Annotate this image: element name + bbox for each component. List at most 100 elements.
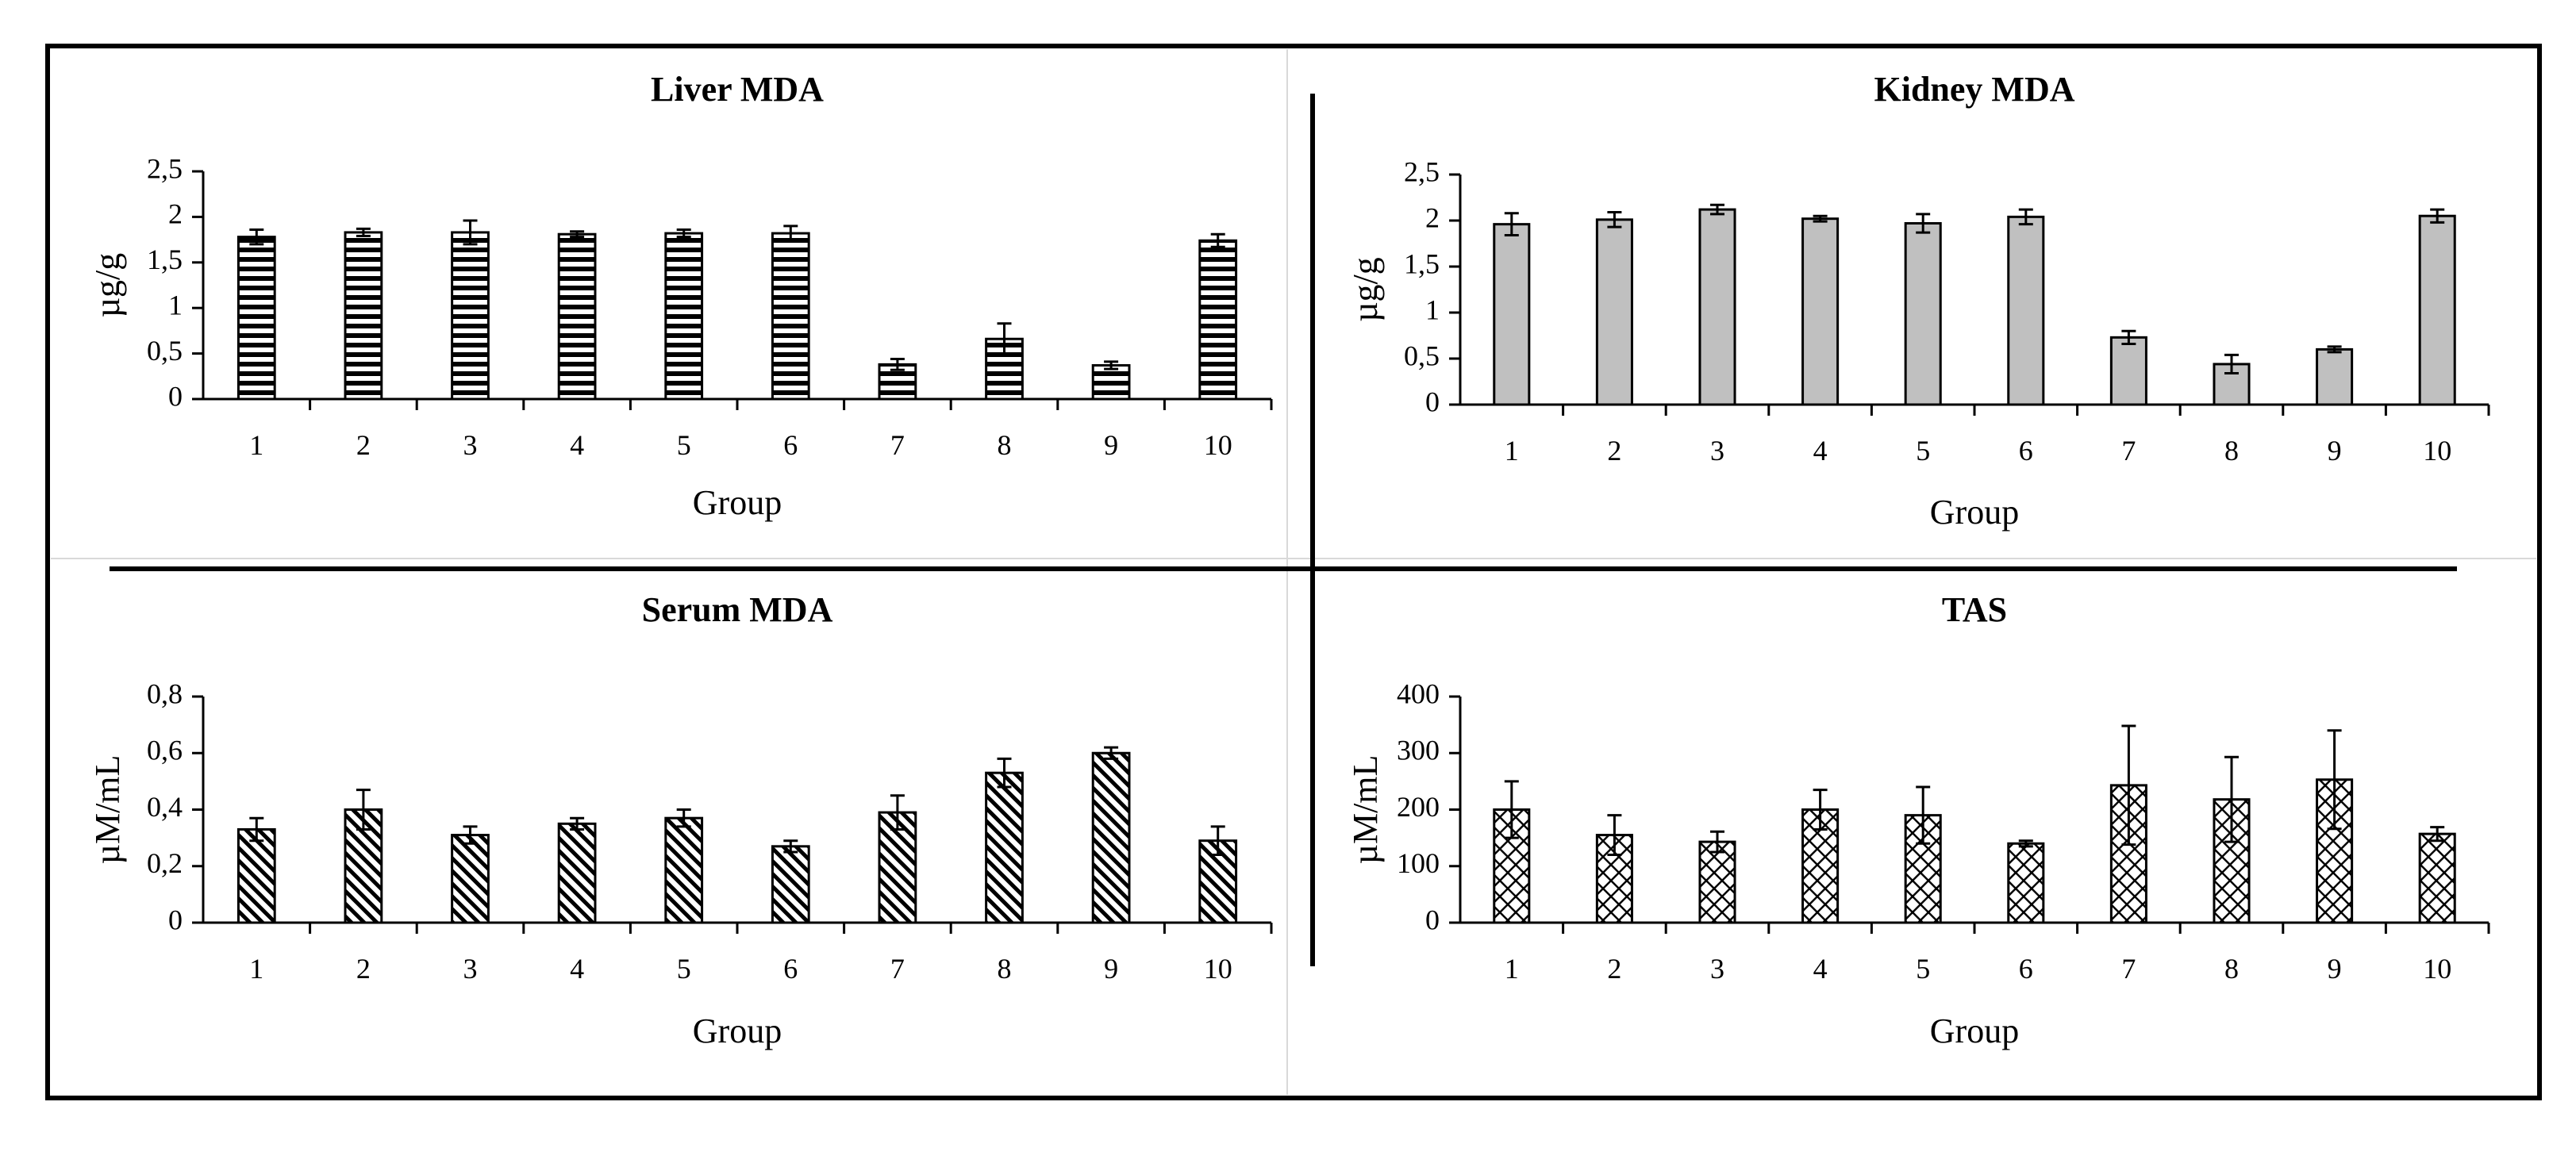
x-tick-label: 7 xyxy=(2121,435,2136,466)
error-bar xyxy=(356,227,371,238)
bar xyxy=(1091,751,1131,924)
error-bar xyxy=(1210,825,1225,856)
error-bar xyxy=(2224,755,2239,843)
error-bar xyxy=(1710,203,1724,216)
chart-serum-mda: Serum MDA Group µM/mL 0 0,2 0,4 0,6 0,8 1 2 3 4 5… xyxy=(88,590,1273,1050)
bar xyxy=(2418,832,2456,924)
bar xyxy=(2007,215,2045,406)
x-tick-label: 4 xyxy=(1813,435,1828,466)
error-bar xyxy=(1813,789,1828,831)
x-tick-label: 8 xyxy=(998,953,1012,985)
bar xyxy=(1493,223,1531,406)
figure-frame xyxy=(45,44,2542,1100)
x-axis-label: Group xyxy=(1930,493,2019,532)
bar xyxy=(771,845,810,924)
bar xyxy=(771,232,810,401)
x-tick-label: 4 xyxy=(570,429,584,461)
error-bar xyxy=(249,816,264,843)
x-tick-label: 10 xyxy=(2423,953,2451,985)
x-tick-label: 9 xyxy=(2328,953,2342,985)
error-bar xyxy=(2121,724,2136,846)
bar xyxy=(451,231,490,401)
x-tick-label: 7 xyxy=(2121,953,2136,985)
error-bar xyxy=(463,825,478,845)
panel-grid xyxy=(51,49,2536,1095)
y-tick-label: 200 xyxy=(1397,791,1440,823)
x-tick-label: 1 xyxy=(249,429,263,461)
y-axis-label: µM/mL xyxy=(88,755,127,865)
bar xyxy=(2418,214,2456,406)
y-tick-label: 2 xyxy=(168,198,183,230)
x-tick-label: 5 xyxy=(1916,435,1930,466)
x-tick-label: 8 xyxy=(2224,953,2239,985)
x-tick-label: 10 xyxy=(2423,435,2451,466)
bar xyxy=(664,232,704,401)
y-tick-label: 0,8 xyxy=(147,678,183,709)
x-tick-label: 3 xyxy=(463,953,478,985)
x-tick-label: 2 xyxy=(1607,435,1621,466)
x-tick-label: 9 xyxy=(2328,435,2342,466)
bar xyxy=(1198,239,1238,401)
error-bar xyxy=(890,794,905,831)
x-tick-label: 1 xyxy=(1505,435,1519,466)
x-tick-label: 2 xyxy=(1607,953,1621,985)
y-tick-label: 0,5 xyxy=(1404,340,1440,371)
x-tick-label: 8 xyxy=(2224,435,2239,466)
x-tick-label: 5 xyxy=(1916,953,1930,985)
y-tick-label: 1,5 xyxy=(1404,248,1440,279)
bar xyxy=(2109,336,2147,406)
y-tick-label: 0,5 xyxy=(147,335,183,367)
y-tick-label: 0,2 xyxy=(147,847,183,879)
x-tick-label: 6 xyxy=(783,429,798,461)
bar xyxy=(1698,208,1736,406)
x-axis-label: Group xyxy=(693,1012,782,1050)
chart-liver-mda: Liver MDA Group µg/g 0 0,5 1 1,5 2 2,5 1 2 3 4 5 6 7… xyxy=(88,70,1273,522)
error-bar xyxy=(570,816,585,831)
bar xyxy=(2316,347,2354,406)
y-tick-label: 100 xyxy=(1397,847,1440,879)
y-tick-label: 300 xyxy=(1397,735,1440,766)
x-tick-label: 2 xyxy=(356,953,371,985)
error-bar xyxy=(2430,208,2445,224)
y-tick-label: 0 xyxy=(168,380,183,412)
x-tick-label: 9 xyxy=(1104,953,1118,985)
error-bar xyxy=(1813,214,1828,223)
bar xyxy=(236,827,276,924)
error-bar xyxy=(997,757,1012,789)
error-bar xyxy=(2327,345,2342,354)
bar xyxy=(344,231,383,401)
error-bar xyxy=(1710,830,1724,854)
x-tick-label: 3 xyxy=(1710,953,1724,985)
error-bar xyxy=(997,322,1012,356)
error-bar xyxy=(1916,213,1931,234)
bar xyxy=(664,816,704,924)
x-tick-label: 3 xyxy=(463,429,478,461)
bar xyxy=(1698,840,1736,924)
bar xyxy=(2007,842,2045,924)
y-tick-label: 400 xyxy=(1397,678,1440,709)
x-tick-label: 5 xyxy=(677,429,691,461)
error-bar xyxy=(2018,839,2033,848)
error-bar xyxy=(1607,211,1622,228)
y-axis-label: µM/mL xyxy=(1346,755,1385,865)
x-tick-label: 1 xyxy=(249,953,263,985)
error-bar xyxy=(249,228,264,246)
error-bar xyxy=(2121,329,2136,345)
y-axis-label: µg/g xyxy=(88,253,127,318)
bar xyxy=(451,834,490,924)
x-tick-label: 2 xyxy=(356,429,371,461)
bar xyxy=(344,808,383,924)
x-tick-label: 7 xyxy=(890,953,905,985)
y-tick-label: 0 xyxy=(168,904,183,935)
x-tick-label: 6 xyxy=(2019,953,2033,985)
y-tick-label: 2,5 xyxy=(1404,155,1440,187)
x-tick-label: 3 xyxy=(1710,435,1724,466)
y-tick-label: 0,6 xyxy=(147,735,183,766)
y-axis-label: µg/g xyxy=(1346,257,1385,322)
y-tick-label: 1 xyxy=(1425,294,1440,325)
chart-tas: TAS Group µM/mL 0 100 200 300 400 1 2 3 4 5 6 7 8 9 10 xyxy=(1346,590,2490,1050)
bar xyxy=(1801,217,1840,406)
x-tick-label: 6 xyxy=(2019,435,2033,466)
bar xyxy=(236,236,276,401)
x-tick-label: 1 xyxy=(1505,953,1519,985)
